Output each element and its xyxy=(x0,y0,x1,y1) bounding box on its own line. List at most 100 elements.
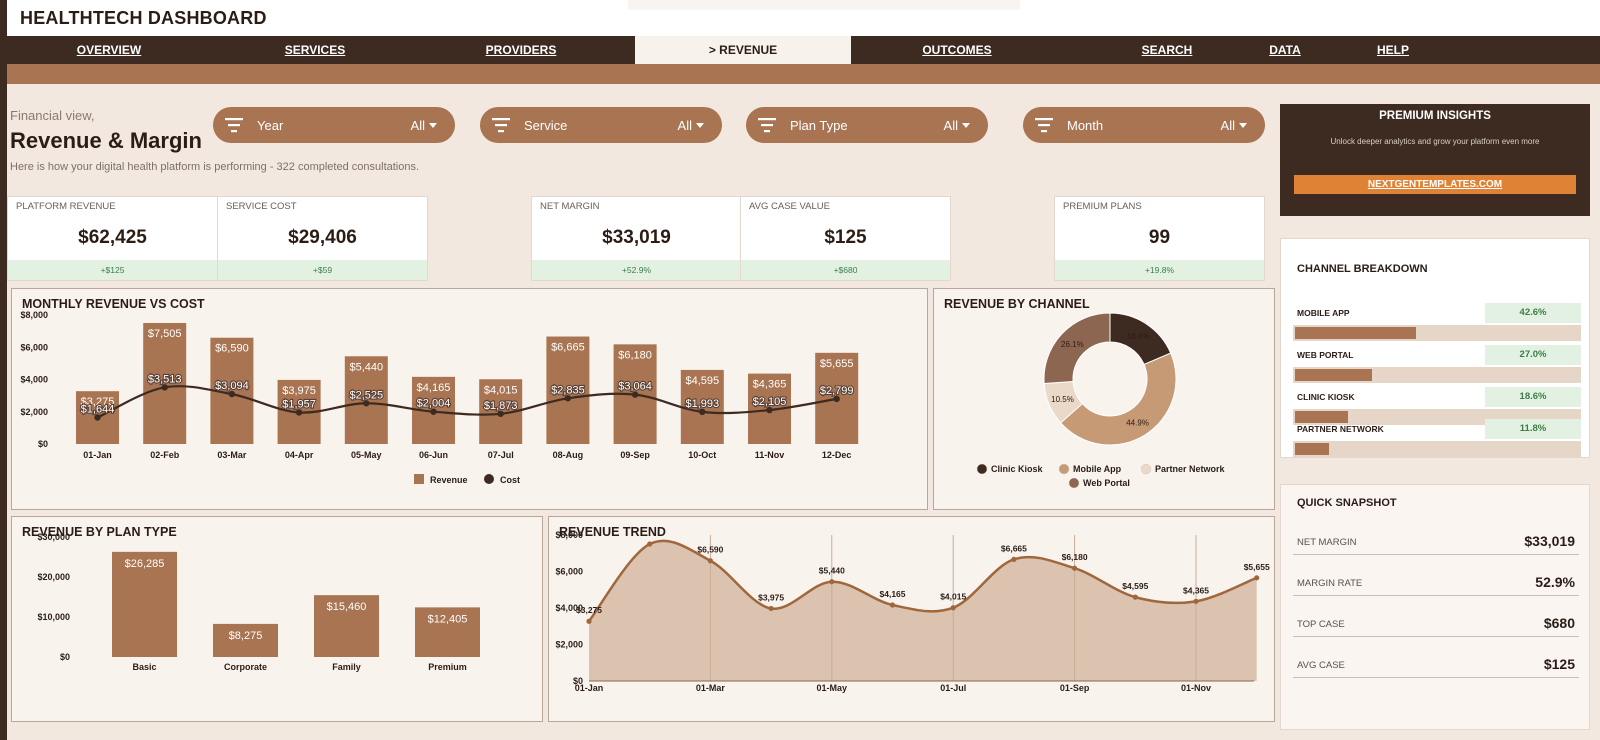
chevron-down-icon xyxy=(696,123,704,128)
kpi-platform-revenue: PLATFORM REVENUE $62,425 +$125 xyxy=(7,196,218,281)
slice-value-label: 44.9% xyxy=(1126,418,1149,427)
bar-value-label: $5,440 xyxy=(349,361,383,373)
kpi-delta: +$59 xyxy=(218,260,427,280)
cost-point xyxy=(631,391,639,398)
nav-bar: OVERVIEW SERVICES PROVIDERS > REVENUE OU… xyxy=(7,36,1600,64)
y-tick-label: $0 xyxy=(573,676,583,686)
nav-providers[interactable]: PROVIDERS xyxy=(485,43,557,57)
bar-value-label: $4,015 xyxy=(484,384,518,396)
y-tick-label: $4,000 xyxy=(555,603,583,613)
trend-point xyxy=(1072,565,1078,571)
kpi-label: PREMIUM PLANS xyxy=(1063,201,1142,212)
nav-revenue[interactable]: > REVENUE xyxy=(635,36,851,64)
cost-point xyxy=(161,384,168,391)
legend-swatch xyxy=(1140,463,1152,475)
filter-icon xyxy=(492,118,510,133)
revenue-trend-panel: REVENUE TREND $0 $2,000 $4,000 $6,000 $8,000… xyxy=(548,516,1275,722)
point-value-label: $5,655 xyxy=(1244,562,1270,572)
left-edge-bar xyxy=(0,0,7,740)
page-kicker: Financial view, xyxy=(10,108,95,123)
nav-overview[interactable]: OVERVIEW xyxy=(76,43,142,57)
monthly-revenue-panel: MONTHLY REVENUE VS COST $0 $2,000 $4,000 $6… xyxy=(11,288,928,510)
channel-row-label: WEB PORTAL xyxy=(1297,350,1354,360)
x-tick-label: 06-Jun xyxy=(419,450,448,460)
x-tick-label: Premium xyxy=(428,662,467,672)
legend-label: Partner Network xyxy=(1155,464,1226,474)
filter-month[interactable]: Month All xyxy=(1023,107,1265,143)
filter-service[interactable]: Service All xyxy=(480,107,722,143)
chevron-down-icon xyxy=(429,123,437,128)
bar-value-label: $6,665 xyxy=(551,342,585,354)
channel-row-bar xyxy=(1295,369,1372,381)
slice-value-label: 26.1% xyxy=(1061,340,1084,349)
kpi-value: $29,406 xyxy=(288,227,357,248)
revenue-trend-chart: $0 $2,000 $4,000 $6,000 $8,000 01-Jan 01-Mar 01… xyxy=(555,530,1270,693)
channel-row-pct: 27.0% xyxy=(1485,345,1581,365)
nav-search[interactable]: SEARCH xyxy=(1141,43,1193,57)
legend-label: Clinic Kiosk xyxy=(991,464,1044,474)
kpi-avg-case-value: AVG CASE VALUE $125 +$680 xyxy=(740,196,951,281)
cost-value-label: $3,094 xyxy=(215,380,249,392)
legend-revenue-swatch xyxy=(414,474,424,484)
channel-row-pct: 11.8% xyxy=(1485,419,1581,439)
x-tick-label: 12-Dec xyxy=(822,450,852,460)
y-tick-label: $20,000 xyxy=(37,572,70,582)
cost-point xyxy=(497,410,504,417)
cost-value-label: $2,105 xyxy=(753,396,787,408)
point-value-label: $3,275 xyxy=(576,605,602,615)
page-title: Revenue & Margin xyxy=(10,128,202,153)
filter-year[interactable]: Year All xyxy=(213,107,455,143)
snapshot-row-margin-rate: MARGIN RATE 52.9% xyxy=(1293,566,1579,596)
legend-swatch xyxy=(1058,463,1070,475)
snapshot-row-top-case: TOP CASE $680 xyxy=(1293,607,1579,637)
trend-point xyxy=(768,605,774,612)
filter-year-value: All xyxy=(410,118,425,133)
filter-plan-type[interactable]: Plan Type All xyxy=(746,107,988,143)
snapshot-value: 52.9% xyxy=(1535,574,1575,590)
donut-slice xyxy=(1043,312,1111,384)
y-tick-label: $2,000 xyxy=(20,407,48,417)
trend-point xyxy=(647,541,653,547)
slice-value-label: 10.5% xyxy=(1051,395,1074,404)
snapshot-label: AVG CASE xyxy=(1297,660,1345,671)
bar-value-label: $4,365 xyxy=(753,379,787,391)
y-tick-label: $8,000 xyxy=(20,310,48,320)
cost-value-label: $1,993 xyxy=(685,398,719,410)
snapshot-row-net-margin: NET MARGIN $33,019 xyxy=(1293,525,1579,555)
nav-services[interactable]: SERVICES xyxy=(284,43,346,57)
bar-value-label: $3,975 xyxy=(282,385,316,397)
revenue-bar xyxy=(546,336,590,444)
point-value-label: $4,595 xyxy=(1122,581,1148,591)
kpi-delta: +$125 xyxy=(8,260,217,280)
cost-point xyxy=(228,390,236,398)
snapshot-value: $680 xyxy=(1543,615,1575,631)
filter-month-value: All xyxy=(1220,118,1235,133)
point-value-label: $4,365 xyxy=(1183,585,1209,595)
filter-icon xyxy=(1035,118,1053,133)
premium-link-button[interactable]: NEXTGENTEMPLATES.COM xyxy=(1294,175,1576,194)
legend-revenue-label: Revenue xyxy=(430,475,468,485)
top-blank-strip xyxy=(628,0,1020,10)
cost-point xyxy=(564,395,572,402)
bar-value-label: $6,590 xyxy=(215,343,249,355)
cost-value-label: $2,835 xyxy=(551,384,585,396)
point-value-label: $4,015 xyxy=(940,592,966,602)
premium-subtitle: Unlock deeper analytics and grow your pl… xyxy=(1330,137,1540,146)
kpi-delta: +52.9% xyxy=(532,260,741,280)
x-tick-label: 09-Sep xyxy=(620,450,650,460)
kpi-label: NET MARGIN xyxy=(540,201,600,212)
cost-point xyxy=(833,395,840,403)
y-tick-label: $0 xyxy=(60,652,70,662)
y-tick-label: $10,000 xyxy=(37,612,70,622)
nav-help[interactable]: HELP xyxy=(1376,43,1409,57)
plan-bar xyxy=(213,623,278,657)
donut-slice xyxy=(1059,352,1177,446)
x-tick-label: 10-Oct xyxy=(688,450,716,460)
nav-outcomes[interactable]: OUTCOMES xyxy=(922,43,992,57)
chevron-down-icon xyxy=(1239,123,1247,128)
y-tick-label: $6,000 xyxy=(555,567,583,577)
channel-donut-chart: 18.6% 44.9% 10.5% 26.1% Clinic Kiosk Mobile A… xyxy=(976,312,1226,489)
premium-title: PREMIUM INSIGHTS xyxy=(1379,110,1491,122)
channel-breakdown-title: CHANNEL BREAKDOWN xyxy=(1297,263,1428,275)
nav-data[interactable]: DATA xyxy=(1269,43,1301,57)
